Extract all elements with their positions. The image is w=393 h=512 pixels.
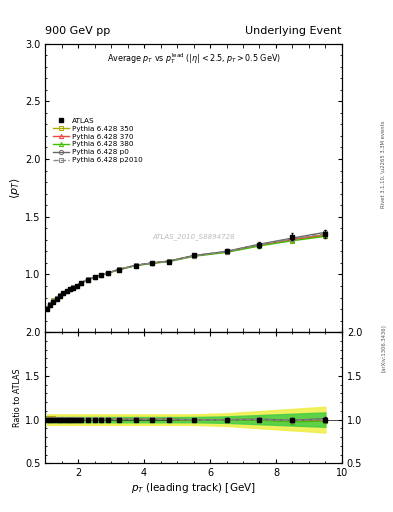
- X-axis label: $p_{T}$ (leading track) [GeV]: $p_{T}$ (leading track) [GeV]: [131, 481, 256, 495]
- Text: Rivet 3.1.10, \u2265 3.3M events: Rivet 3.1.10, \u2265 3.3M events: [381, 120, 386, 207]
- Text: ATLAS_2010_S8894728: ATLAS_2010_S8894728: [152, 233, 235, 240]
- Text: 900 GeV pp: 900 GeV pp: [45, 26, 110, 36]
- Legend: ATLAS, Pythia 6.428 350, Pythia 6.428 370, Pythia 6.428 380, Pythia 6.428 p0, Py: ATLAS, Pythia 6.428 350, Pythia 6.428 37…: [52, 116, 144, 165]
- Text: Average $p_{T}$ vs $p_{T}^{\mathrm{lead}}$ ($|\eta| < 2.5, p_{T} > 0.5$ GeV): Average $p_{T}$ vs $p_{T}^{\mathrm{lead}…: [107, 51, 281, 66]
- Y-axis label: Ratio to ATLAS: Ratio to ATLAS: [13, 369, 22, 427]
- Text: Underlying Event: Underlying Event: [245, 26, 342, 36]
- Y-axis label: $\langle p_{T} \rangle$: $\langle p_{T} \rangle$: [8, 177, 22, 199]
- Text: [arXiv:1306.3436]: [arXiv:1306.3436]: [381, 324, 386, 372]
